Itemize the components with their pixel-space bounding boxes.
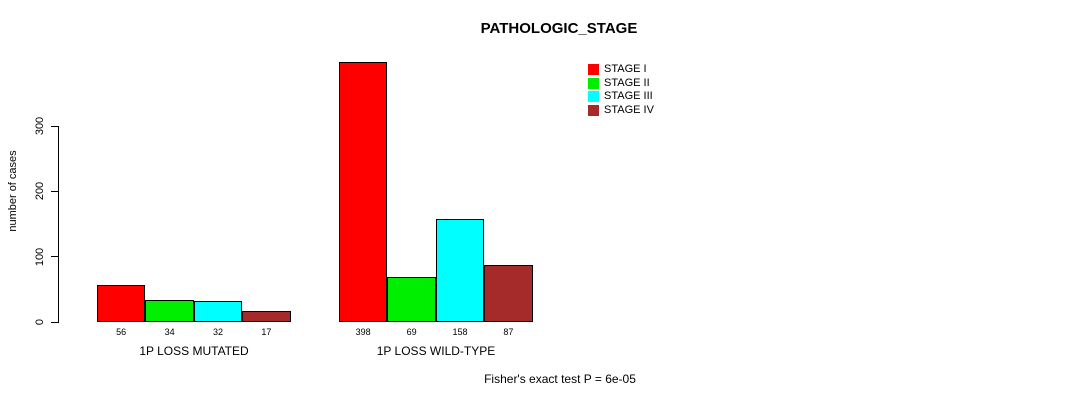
bar-value-label-1p-loss-wild-type-stage-i: 398 xyxy=(355,327,371,337)
bar-value-label-1p-loss-wild-type-stage-iv: 87 xyxy=(503,327,514,337)
legend-label-stage-i: STAGE I xyxy=(604,63,647,76)
group-label-1p-loss-wild-type: 1P LOSS WILD-TYPE xyxy=(376,344,496,358)
bar-1p-loss-mutated-stage-ii xyxy=(145,300,194,322)
bar-1p-loss-mutated-stage-i xyxy=(97,285,146,322)
bar-1p-loss-mutated-stage-iii xyxy=(193,301,243,322)
chart-title: PATHOLOGIC_STAGE xyxy=(480,20,638,37)
bar-value-label-1p-loss-wild-type-stage-ii: 69 xyxy=(406,327,417,337)
legend-swatch-stage-i xyxy=(588,64,599,76)
legend-label-stage-iii: STAGE III xyxy=(604,90,653,103)
legend-label-stage-iv: STAGE IV xyxy=(604,103,654,116)
bar-value-label-1p-loss-mutated-stage-iii: 32 xyxy=(212,327,224,337)
legend-label-stage-ii: STAGE II xyxy=(604,76,650,89)
bar-1p-loss-wild-type-stage-i xyxy=(339,62,388,322)
legend-item-stage-iv: STAGE IV xyxy=(588,104,654,118)
bar-1p-loss-wild-type-stage-ii xyxy=(387,277,436,322)
y-axis-tick-200 xyxy=(51,190,58,192)
bar-value-label-1p-loss-wild-type-stage-iii: 158 xyxy=(452,327,468,337)
legend-swatch-stage-ii xyxy=(588,77,599,89)
y-axis-tick-300 xyxy=(51,125,58,127)
y-axis-title: number of cases xyxy=(7,150,19,232)
y-axis-tick-label-200: 200 xyxy=(34,182,46,201)
legend-item-stage-iii: STAGE III xyxy=(588,90,654,104)
legend-item-stage-i: STAGE I xyxy=(588,63,654,77)
bar-value-label-1p-loss-mutated-stage-ii: 34 xyxy=(164,327,175,337)
bar-1p-loss-mutated-stage-iv xyxy=(242,311,291,322)
legend: STAGE I STAGE II STAGE III STAGE IV xyxy=(588,63,654,117)
legend-item-stage-ii: STAGE II xyxy=(588,77,654,91)
bar-value-label-1p-loss-mutated-stage-i: 56 xyxy=(116,327,127,337)
legend-swatch-stage-iv xyxy=(588,104,599,116)
bar-1p-loss-wild-type-stage-iv xyxy=(484,265,533,322)
y-axis-line xyxy=(58,126,59,323)
y-axis-tick-0 xyxy=(51,321,58,323)
bar-1p-loss-wild-type-stage-iii xyxy=(435,219,485,322)
y-axis-tick-100 xyxy=(51,256,58,258)
group-label-1p-loss-mutated: 1P LOSS MUTATED xyxy=(139,344,249,358)
y-axis-tick-label-300: 300 xyxy=(34,116,46,136)
y-axis-tick-label-0: 0 xyxy=(34,318,46,326)
bar-value-label-1p-loss-mutated-stage-iv: 17 xyxy=(261,327,272,337)
y-axis-tick-label-100: 100 xyxy=(34,247,46,266)
legend-swatch-stage-iii xyxy=(588,91,599,103)
fisher-test-annotation: Fisher's exact test P = 6e-05 xyxy=(484,372,636,386)
